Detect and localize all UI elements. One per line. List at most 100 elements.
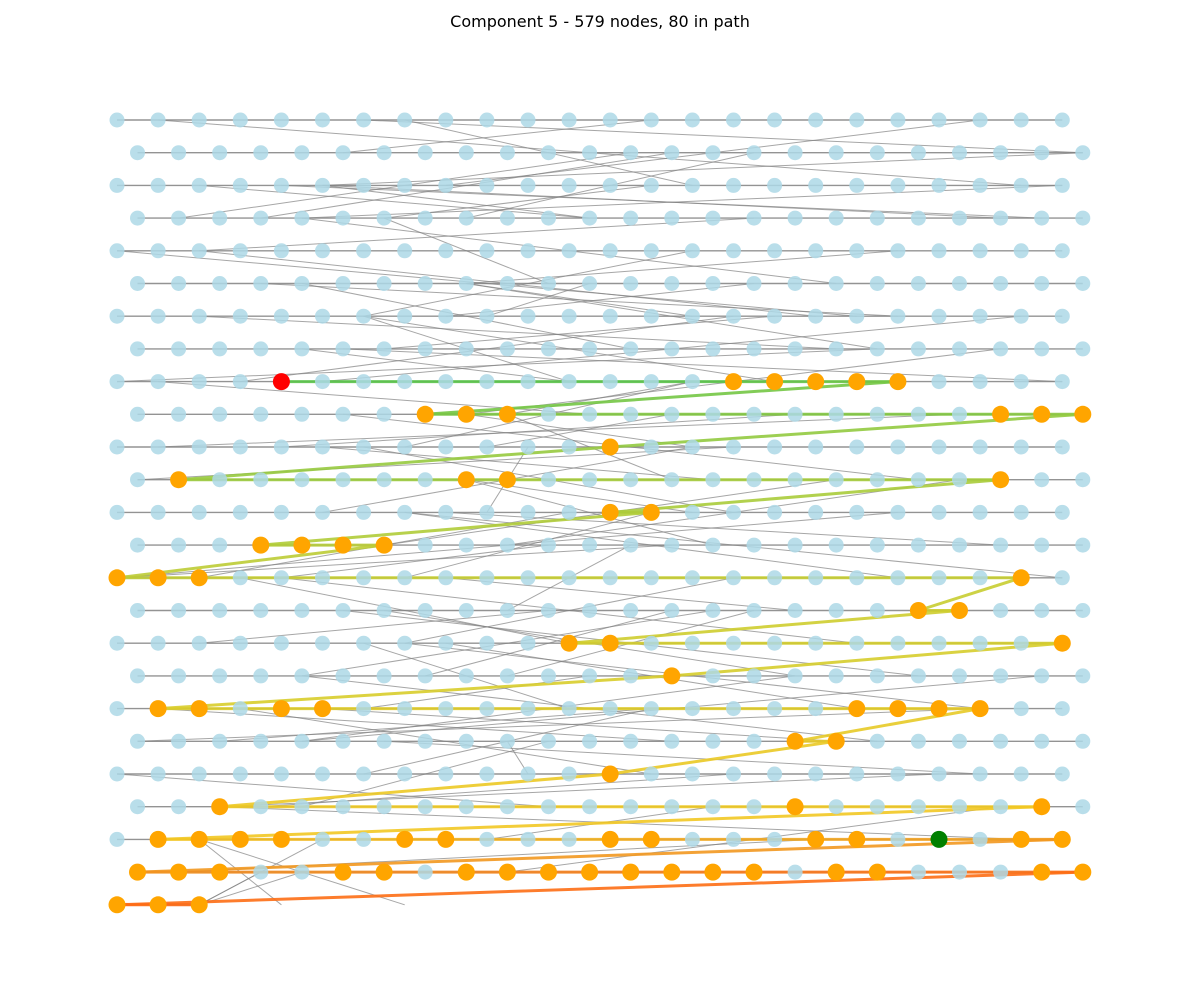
graph-node — [109, 112, 125, 128]
graph-node — [458, 733, 474, 749]
graph-node — [417, 799, 433, 815]
cross-edge — [404, 511, 652, 579]
graph-node — [109, 243, 125, 259]
graph-node — [315, 831, 330, 847]
cross-edge — [322, 152, 1083, 186]
graph-node — [253, 864, 269, 880]
path-node — [272, 830, 290, 848]
graph-node — [356, 570, 372, 586]
graph-node — [890, 243, 906, 259]
graph-node — [315, 308, 330, 324]
graph-node — [664, 472, 680, 488]
graph-node — [993, 537, 1009, 553]
graph-node — [582, 210, 598, 226]
graph-node — [849, 570, 865, 586]
graph-node — [1034, 603, 1050, 618]
cross-edge — [486, 283, 590, 317]
graph-node — [726, 243, 741, 259]
graph-node — [869, 145, 885, 161]
graph-node — [643, 439, 659, 455]
nodes-layer — [108, 112, 1092, 914]
graph-node — [253, 210, 269, 226]
graph-node — [684, 831, 700, 847]
graph-node — [109, 766, 125, 782]
graph-node — [767, 112, 783, 128]
graph-node — [582, 406, 598, 422]
graph-node — [623, 603, 639, 618]
graph-node — [972, 439, 988, 455]
graph-node — [273, 635, 289, 651]
graph-node — [212, 603, 228, 618]
graph-node — [376, 799, 392, 815]
graph-node — [910, 472, 926, 488]
graph-node — [1013, 439, 1029, 455]
graph-node — [335, 799, 351, 815]
graph-node — [171, 733, 187, 749]
graph-node — [849, 439, 865, 455]
graph-node — [767, 243, 783, 259]
graph-node — [828, 276, 844, 291]
graph-node — [1013, 243, 1029, 259]
graph-node — [664, 210, 680, 226]
path-node — [314, 700, 331, 718]
graph-node — [1054, 177, 1070, 193]
graph-node — [273, 504, 289, 520]
graph-node — [273, 766, 289, 782]
graph-node — [458, 603, 474, 618]
graph-node — [356, 308, 372, 324]
graph-node — [684, 504, 700, 520]
path-node — [1053, 634, 1071, 652]
cross-edge — [116, 348, 878, 383]
graph-node — [458, 668, 474, 684]
graph-node — [438, 635, 454, 651]
graph-node — [376, 406, 392, 422]
graph-node — [1054, 112, 1070, 128]
graph-node — [294, 472, 310, 488]
graph-node — [952, 537, 967, 553]
graph-node — [335, 341, 351, 357]
graph-node — [705, 799, 721, 815]
graph-node — [828, 145, 844, 161]
graph-node — [1013, 701, 1029, 717]
graph-node — [499, 733, 515, 749]
graph-node — [582, 733, 598, 749]
graph-node — [828, 472, 844, 488]
graph-node — [931, 308, 947, 324]
path-node — [396, 830, 414, 848]
graph-node — [931, 374, 947, 390]
graph-node — [561, 701, 577, 717]
graph-node — [315, 635, 330, 651]
graph-node — [993, 210, 1009, 226]
graph-node — [623, 537, 639, 553]
graph-node — [315, 504, 330, 520]
graph-node — [294, 603, 310, 618]
path-edge — [137, 837, 1063, 874]
end-node — [930, 830, 948, 848]
graph-node — [602, 308, 618, 324]
graph-node — [315, 570, 330, 586]
graph-node — [643, 374, 659, 390]
graph-node — [623, 276, 639, 291]
path-node — [581, 863, 599, 881]
graph-node — [767, 177, 783, 193]
path-node — [848, 830, 866, 848]
graph-node — [335, 276, 351, 291]
graph-node — [869, 406, 885, 422]
path-node — [129, 863, 146, 881]
cross-edge — [158, 413, 960, 448]
graph-node — [726, 635, 741, 651]
graph-node — [130, 799, 145, 815]
graph-node — [232, 766, 248, 782]
graph-node — [1034, 733, 1050, 749]
graph-node — [458, 210, 474, 226]
graph-node — [232, 243, 248, 259]
graph-node — [684, 439, 700, 455]
graph-node — [294, 733, 310, 749]
graph-node — [602, 570, 618, 586]
cross-edge — [322, 184, 1001, 219]
path-edge — [610, 478, 1001, 514]
path-node — [190, 896, 208, 914]
graph-node — [952, 210, 967, 226]
path-node — [170, 471, 188, 489]
path-node — [252, 536, 270, 554]
